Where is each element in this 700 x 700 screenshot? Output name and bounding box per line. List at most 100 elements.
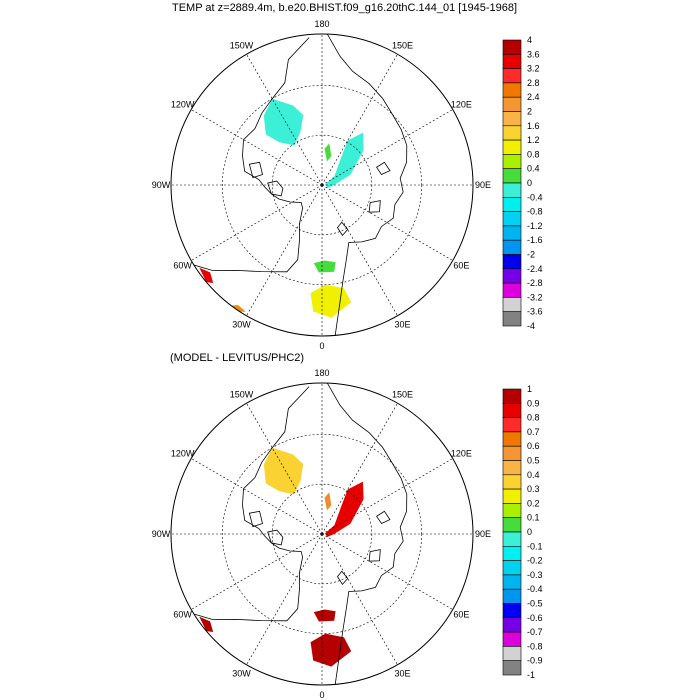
colorbar-label: 3.6: [527, 49, 540, 59]
longitude-label: 150W: [230, 41, 254, 51]
data-patch-norwegian-sea: [310, 633, 352, 667]
colorbar-label: 1.2: [527, 135, 540, 145]
panel-2-title: (MODEL - LEVITUS/PHC2): [170, 352, 305, 364]
colorbar-segment: [502, 402, 522, 418]
colorbar-label: -0.1: [527, 541, 543, 551]
meridian-line: [321, 533, 453, 610]
data-patch-canada-basin: [263, 98, 304, 146]
colorbar-label: 0.7: [527, 427, 540, 437]
coastline-island: [376, 161, 391, 176]
longitude-label: 0: [319, 341, 324, 351]
colorbar-label: 0.4: [527, 164, 540, 174]
colorbar-label: -0.4: [527, 584, 543, 594]
coastline-eurasia: [326, 383, 408, 685]
colorbar-label: 2: [527, 107, 532, 117]
meridian-line: [191, 533, 323, 610]
colorbar-label: 3.2: [527, 64, 540, 74]
colorbar-segment: [502, 96, 522, 112]
colorbar-segment: [502, 503, 522, 518]
longitude-label: 90W: [152, 529, 171, 539]
colorbar-segment: [502, 660, 522, 676]
colorbar-segment: [502, 211, 522, 227]
data-patch-lomonosov-ridge: [324, 143, 332, 162]
colorbar-label: -2.4: [527, 264, 543, 274]
latitude-circle: [222, 85, 422, 285]
colorbar-segment: [502, 311, 522, 327]
colorbar-label: -2: [527, 250, 535, 260]
data-patch-labrador-sea: [199, 616, 214, 632]
coastline-island: [337, 221, 349, 237]
map-area: [171, 34, 473, 336]
colorbar-label: -1.2: [527, 221, 543, 231]
colorbar-segment: [502, 268, 522, 284]
coastline-island: [267, 529, 284, 546]
coastline-north-america: [193, 386, 310, 622]
colorbar-label: 2.8: [527, 78, 540, 88]
colorbar-segment: [502, 182, 522, 198]
colorbar-segment: [502, 545, 522, 561]
longitude-label: 30E: [394, 319, 410, 329]
colorbar-label: -1: [527, 670, 535, 680]
colorbar-label: 0.8: [527, 413, 540, 423]
longitude-label: 0: [319, 690, 324, 700]
colorbar-label: -0.8: [527, 641, 543, 651]
colorbar-segment: [502, 631, 522, 647]
meridian-line: [191, 109, 323, 186]
colorbar-label: -3.6: [527, 307, 543, 317]
colorbar-segment: [502, 531, 522, 547]
colorbar-label: 1.6: [527, 121, 540, 131]
colorbar-label: -3.2: [527, 292, 543, 302]
meridian-line: [321, 184, 398, 316]
map-panel-2: 180 150E 120E 90E 60E 30E 0 30W 60W 90W 120W 150W 1 0…: [152, 368, 543, 700]
colorbar-segment: [502, 254, 522, 270]
colorbar-label: 1: [527, 384, 532, 394]
longitude-label: 150E: [392, 41, 413, 51]
data-patch-labrador-sea: [199, 267, 214, 283]
colorbar-segment: [502, 603, 522, 619]
colorbar-segment: [502, 68, 522, 84]
colorbar-segment: [502, 388, 522, 404]
colorbar-label: 0: [527, 178, 532, 188]
colorbar-label: 0.8: [527, 149, 540, 159]
coastline-eurasia: [326, 34, 408, 336]
coastline-island: [248, 510, 263, 528]
longitude-label: 180: [314, 368, 329, 378]
coastline-island: [368, 200, 381, 213]
colorbar-segment: [502, 197, 522, 212]
longitude-label: 120W: [171, 100, 195, 110]
colorbar-segment: [502, 588, 522, 604]
colorbar-segment: [502, 168, 522, 184]
meridian-line: [321, 54, 398, 186]
colorbar-segment: [502, 560, 522, 576]
data-patch-norwegian-sea: [310, 284, 352, 318]
colorbar-label: -0.9: [527, 656, 543, 666]
latitude-circle: [222, 434, 422, 634]
data-patch-lomonosov-ridge: [324, 492, 332, 511]
coastline-island: [376, 510, 391, 525]
map-outline: [170, 33, 474, 337]
colorbar-segment: [502, 517, 522, 533]
longitude-label: 30W: [232, 319, 251, 329]
longitude-label: 60E: [453, 261, 469, 271]
meridian-line: [246, 533, 323, 665]
colorbar-label: -0.8: [527, 207, 543, 217]
longitude-label: 120W: [171, 449, 195, 459]
meridian-line: [321, 458, 453, 535]
coastline-island: [337, 570, 349, 586]
meridian-line: [321, 109, 453, 186]
meridian-line: [321, 533, 398, 665]
colorbar-label: -0.5: [527, 599, 543, 609]
colorbar-label: 0.2: [527, 498, 540, 508]
colorbar-label: 0.4: [527, 470, 540, 480]
colorbar-segment: [502, 125, 522, 141]
meridian-line: [246, 184, 323, 316]
longitude-label: 60W: [173, 610, 192, 620]
longitude-label: 60E: [453, 610, 469, 620]
longitude-label: 180: [314, 19, 329, 29]
colorbar-segment: [502, 53, 522, 69]
colorbar-segment: [502, 431, 522, 447]
colorbar-label: -0.7: [527, 627, 543, 637]
meridian-line: [191, 458, 323, 535]
colorbar-label: 0.6: [527, 441, 540, 451]
